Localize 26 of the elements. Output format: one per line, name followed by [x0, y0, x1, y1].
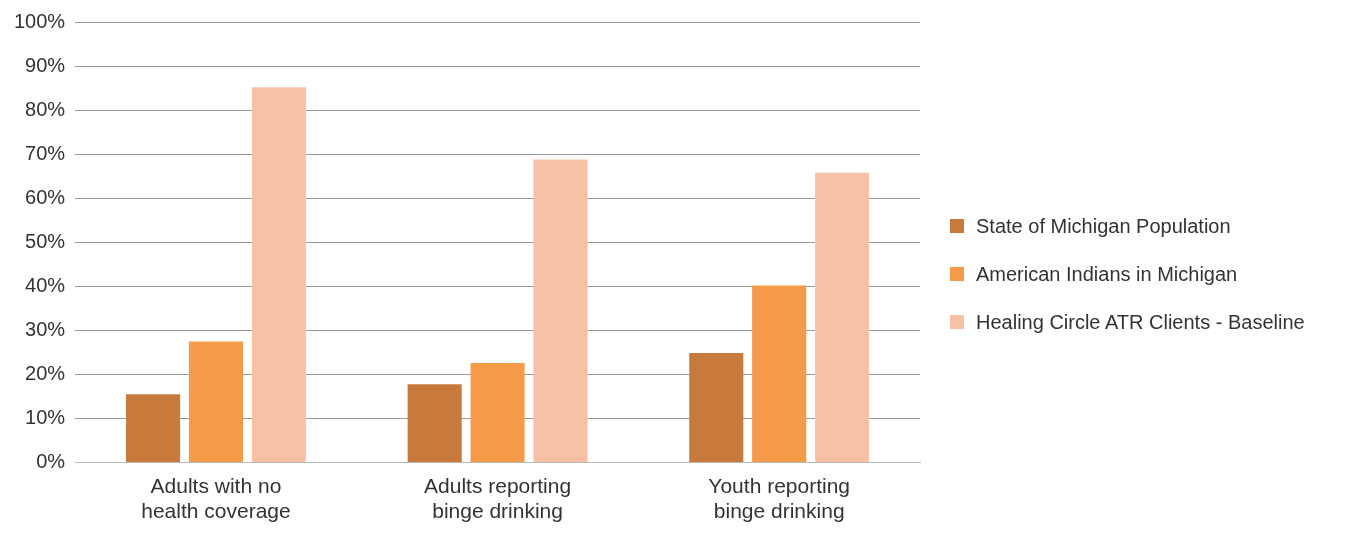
bar — [188, 341, 244, 463]
legend-label: Healing Circle ATR Clients - Baseline — [976, 309, 1305, 335]
legend-label: American Indians in Michigan — [976, 261, 1238, 287]
y-tick-label: 0% — [36, 450, 66, 473]
y-tick-label: 90% — [25, 53, 66, 76]
x-tick-label: Adults reporting binge drinking — [424, 474, 572, 523]
bar — [752, 285, 807, 463]
y-tick-label: 40% — [25, 273, 66, 296]
bar — [407, 384, 462, 463]
x-tick-label: Adults with no health coverage — [141, 474, 291, 523]
x-tick-label: Youth reporting binge drinking — [708, 474, 851, 523]
y-tick-label: 60% — [25, 185, 66, 208]
y-tick-label: 70% — [25, 141, 66, 164]
y-tick-label: 80% — [25, 97, 66, 120]
bar — [126, 394, 181, 463]
y-tick-label: 100% — [14, 9, 66, 32]
y-tick-label: 50% — [25, 229, 66, 252]
bar — [689, 352, 744, 463]
legend-label: State of Michigan Population — [976, 213, 1231, 239]
y-tick-label: 10% — [25, 406, 66, 429]
bar — [815, 172, 870, 463]
bar — [470, 363, 525, 463]
bar — [533, 159, 588, 463]
bar — [251, 87, 306, 463]
y-tick-label: 20% — [25, 362, 66, 384]
y-tick-label: 30% — [25, 317, 66, 340]
